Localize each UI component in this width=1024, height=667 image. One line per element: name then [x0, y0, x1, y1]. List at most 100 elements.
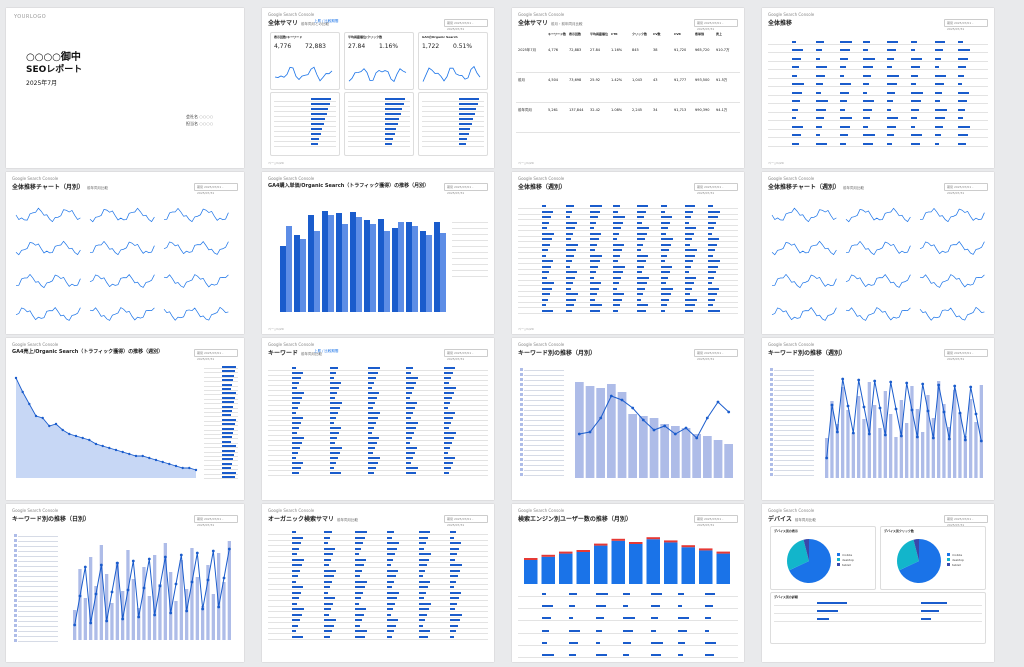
area-point: [108, 446, 111, 450]
combo-point: [841, 377, 845, 381]
table-row: [274, 126, 336, 127]
table-row: [422, 111, 484, 112]
table-row: [518, 608, 738, 610]
metric-sparkline: [771, 307, 837, 321]
table-row: [518, 274, 738, 275]
date-filter[interactable]: 期間 2025/07/01 - 2025/07/31: [944, 349, 988, 361]
cell-bar: [887, 134, 894, 137]
cell-bar: [368, 367, 380, 369]
cell-bar: [815, 49, 822, 52]
table-row: [268, 627, 488, 629]
keyword-checkbox: [770, 428, 773, 431]
cell-bar: [406, 447, 417, 449]
date-filter[interactable]: 期間 2025/07/01 - 2025/07/31: [444, 515, 488, 527]
combo-point: [867, 432, 871, 436]
combo-point: [899, 434, 903, 438]
combo-bar: [942, 404, 946, 478]
keyword-checkbox: [770, 398, 773, 401]
cell-bar: [613, 232, 620, 235]
kpi-sparkline: [422, 65, 481, 82]
date-filter[interactable]: 期間 2025/07/01 - 2025/07/31: [194, 515, 238, 527]
metric-sparkline: [89, 240, 155, 256]
cell-bar: [613, 265, 626, 268]
cell-bar: [589, 271, 596, 273]
table-row: [268, 638, 488, 640]
cell-bar: [910, 74, 918, 77]
date-filter[interactable]: 期間 2025/07/01 - 2025/07/31: [444, 349, 488, 361]
combo-bar: [83, 598, 87, 640]
cell-bar: [589, 210, 600, 213]
combo-point: [953, 384, 957, 388]
date-filter[interactable]: 期間 2025/07/01 - 2025/07/31: [944, 183, 988, 195]
combo-bar: [899, 400, 903, 478]
area-point: [194, 468, 198, 472]
table-row: [268, 572, 488, 574]
cell-bar: [569, 617, 574, 620]
date-filter[interactable]: 期間 2025/07/01 - 2025/07/31: [444, 19, 488, 31]
cell-bar: [708, 249, 716, 251]
comparison-badge[interactable]: 上昇 / 比較期間: [314, 349, 339, 353]
combo-point: [969, 385, 973, 389]
cell-bar: [650, 654, 661, 657]
date-filter[interactable]: 期間 2025/07/01 - 2025/07/31: [194, 183, 238, 195]
device-impressions-card: デバイス別の表示 mobile desktop tablet: [770, 526, 876, 590]
date-filter[interactable]: 期間 2025/07/01 - 2025/07/31: [444, 183, 488, 195]
legend-row: [204, 469, 238, 471]
combo-point: [830, 403, 834, 407]
cell-bar: [387, 597, 397, 599]
combo-bar: [660, 424, 669, 478]
date-filter[interactable]: 期間 2025/07/01 - 2025/07/31: [694, 515, 738, 527]
column-header: クリック数: [632, 32, 648, 36]
combo-bar: [147, 596, 151, 640]
date-filter[interactable]: 期間 2025/07/01 - 2025/07/31: [944, 515, 988, 527]
column-header: CTR: [611, 32, 618, 36]
cell-bar: [368, 377, 376, 379]
cell-bar: [368, 422, 376, 424]
cell-bar: [565, 298, 576, 301]
table-bar: [459, 138, 467, 140]
table-row: [518, 307, 738, 308]
cell-bar: [368, 457, 380, 459]
cell-bar: [863, 41, 871, 43]
cell-bar: [323, 630, 332, 632]
cell-bar: [613, 216, 626, 218]
device-bar: [817, 602, 847, 604]
table-bar: [385, 113, 401, 115]
date-filter[interactable]: 期間 2025/07/01 - 2025/07/31: [944, 19, 988, 31]
date-filter[interactable]: 期間 2025/07/01 - 2025/07/31: [194, 349, 238, 361]
keyword-checkbox: [14, 599, 17, 602]
date-filter[interactable]: 期間 2025/07/01 - 2025/07/31: [694, 349, 738, 361]
engine-bar: [699, 550, 713, 584]
pie-slice: [803, 539, 809, 561]
combo-point: [931, 436, 935, 440]
cell-bar: [292, 531, 296, 533]
cell-bar: [368, 407, 373, 409]
engine-bar: [629, 544, 643, 584]
table-row: [268, 475, 488, 476]
table-row: [268, 465, 488, 466]
cell-bar: [542, 282, 554, 284]
page-footer: ページ1/20: [518, 327, 534, 331]
cell-value: 34: [653, 108, 658, 112]
cell-bar: [958, 108, 966, 111]
cell-bar: [444, 442, 452, 444]
cell-bar: [368, 392, 379, 394]
engine-bar-top: [559, 551, 573, 554]
date-filter[interactable]: 期間 2025/07/01 - 2025/07/31: [694, 19, 738, 31]
cell-bar: [815, 74, 825, 77]
cell-bar: [292, 472, 299, 474]
combo-chart: [575, 382, 733, 478]
legend-row: [204, 460, 238, 462]
bar-series-a: [336, 213, 342, 312]
legend-bar: [222, 374, 234, 377]
cell-bar: [660, 309, 665, 312]
area-point: [161, 460, 164, 464]
date-filter[interactable]: 期間 2025/07/01 - 2025/07/31: [694, 183, 738, 195]
keyword-label: [524, 460, 564, 461]
cell-bar: [934, 100, 940, 103]
keyword-checkbox: [520, 418, 523, 421]
table-row: [348, 101, 410, 102]
page-header: Google Search Console: [518, 12, 565, 17]
cell-bar: [934, 134, 941, 137]
comparison-badge[interactable]: 上昇 / 比較期間: [314, 19, 339, 23]
